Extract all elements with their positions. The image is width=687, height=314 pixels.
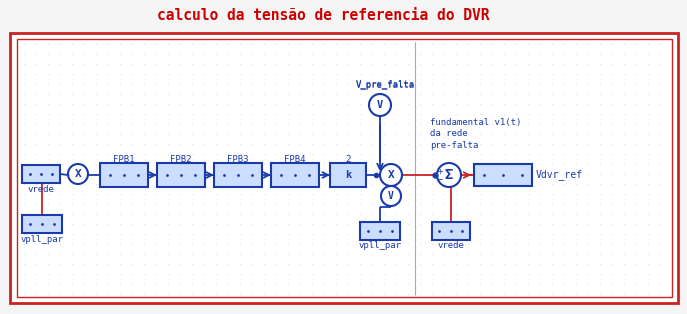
- Bar: [22, 215, 62, 233]
- Text: Σ: Σ: [444, 168, 453, 182]
- Bar: [214, 163, 262, 187]
- Text: X: X: [75, 169, 81, 179]
- Text: V_pre_falta: V_pre_falta: [355, 80, 414, 89]
- Text: X: X: [387, 170, 394, 180]
- Text: FPB1: FPB1: [113, 155, 135, 165]
- Bar: [100, 163, 148, 187]
- Text: FPB2: FPB2: [170, 155, 192, 165]
- Text: pre-falta: pre-falta: [430, 142, 478, 150]
- Text: da rede: da rede: [430, 129, 468, 138]
- Circle shape: [380, 164, 402, 186]
- Text: Vdvr_ref: Vdvr_ref: [536, 170, 583, 181]
- Bar: [10, 33, 678, 303]
- Text: +: +: [438, 166, 442, 176]
- Text: FPB4: FPB4: [284, 155, 306, 165]
- Text: vrede: vrede: [27, 185, 54, 193]
- Text: 2: 2: [346, 155, 350, 165]
- Bar: [360, 222, 400, 240]
- Bar: [22, 165, 60, 183]
- Bar: [157, 163, 205, 187]
- Bar: [432, 222, 470, 240]
- Text: V: V: [377, 100, 383, 110]
- Bar: [271, 163, 319, 187]
- Text: vrede: vrede: [438, 241, 464, 251]
- Text: fundamental v1(t): fundamental v1(t): [430, 117, 521, 127]
- Text: −: −: [437, 175, 443, 185]
- Circle shape: [369, 94, 391, 116]
- Text: V_pre_falta: V_pre_falta: [355, 80, 414, 89]
- Bar: [330, 163, 366, 187]
- Circle shape: [68, 164, 88, 184]
- Text: vpll_par: vpll_par: [21, 235, 63, 243]
- Text: V: V: [388, 191, 394, 201]
- Text: vpll_par: vpll_par: [359, 241, 401, 251]
- Text: k: k: [345, 170, 351, 180]
- Circle shape: [381, 186, 401, 206]
- Bar: [17, 39, 672, 297]
- Text: FPB3: FPB3: [227, 155, 249, 165]
- Text: calculo da tensão de referencia do DVR: calculo da tensão de referencia do DVR: [157, 8, 489, 23]
- Circle shape: [437, 163, 461, 187]
- Bar: [474, 164, 532, 186]
